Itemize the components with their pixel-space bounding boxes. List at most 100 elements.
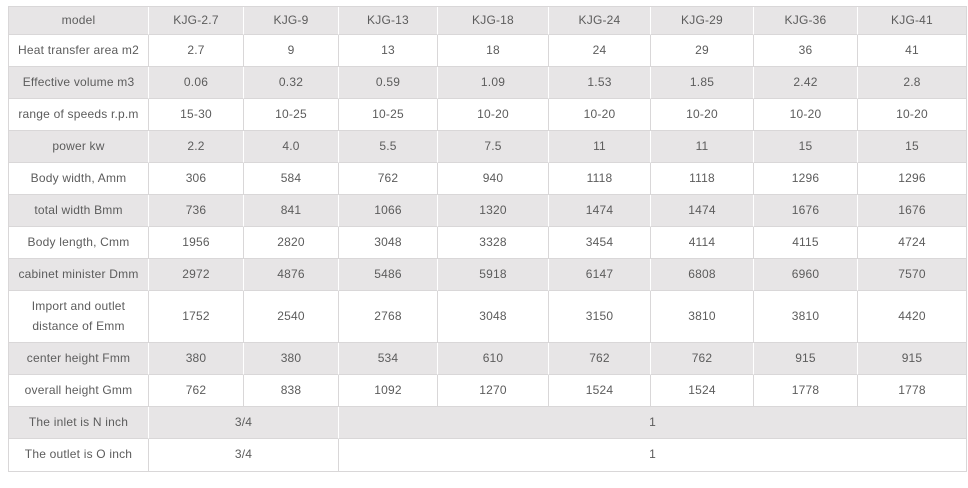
header-cell-model-5: KJG-29 bbox=[651, 7, 754, 35]
value-cell: 1778 bbox=[858, 375, 966, 407]
value-cell: 10-20 bbox=[858, 99, 966, 131]
row-label-cell: power kw bbox=[9, 131, 149, 163]
row-label-cell: Body width, Amm bbox=[9, 163, 149, 195]
value-cell: 610 bbox=[438, 343, 549, 375]
value-cell: 10-20 bbox=[651, 99, 754, 131]
value-cell: 1.09 bbox=[438, 67, 549, 99]
value-cell: 6960 bbox=[754, 259, 858, 291]
value-cell: 1296 bbox=[858, 163, 966, 195]
table-row: Body width, Amm 306 584 762 940 1118 1118 1296 1… bbox=[9, 163, 966, 195]
value-cell: 3150 bbox=[549, 291, 651, 343]
table-row: cabinet minister Dmm 2972 4876 5486 5918 6147… bbox=[9, 259, 966, 291]
value-cell: 2.42 bbox=[754, 67, 858, 99]
value-cell: 29 bbox=[651, 35, 754, 67]
row-label-cell: total width Bmm bbox=[9, 195, 149, 227]
row-label-cell: Effective volume m3 bbox=[9, 67, 149, 99]
value-cell: 1956 bbox=[149, 227, 244, 259]
value-cell: 1676 bbox=[858, 195, 966, 227]
value-cell: 15 bbox=[754, 131, 858, 163]
value-cell: 2972 bbox=[149, 259, 244, 291]
value-cell: 7.5 bbox=[438, 131, 549, 163]
value-cell: 6808 bbox=[651, 259, 754, 291]
value-cell: 1474 bbox=[549, 195, 651, 227]
value-cell: 10-25 bbox=[339, 99, 438, 131]
table-body: Heat transfer area m2 2.7 9 13 18 24 29 36 41 Eff… bbox=[9, 35, 966, 471]
table-row: center height Fmm 380 380 534 610 762 762 915 91… bbox=[9, 343, 966, 375]
value-cell: 11 bbox=[651, 131, 754, 163]
value-cell: 1474 bbox=[651, 195, 754, 227]
value-cell: 0.59 bbox=[339, 67, 438, 99]
value-cell: 3/4 bbox=[149, 439, 339, 471]
value-cell: 6147 bbox=[549, 259, 651, 291]
value-cell: 762 bbox=[339, 163, 438, 195]
value-cell: 4724 bbox=[858, 227, 966, 259]
value-cell: 13 bbox=[339, 35, 438, 67]
value-cell: 1524 bbox=[549, 375, 651, 407]
row-label-cell: overall height Gmm bbox=[9, 375, 149, 407]
value-cell: 4114 bbox=[651, 227, 754, 259]
value-cell: 2.8 bbox=[858, 67, 966, 99]
value-cell: 1118 bbox=[549, 163, 651, 195]
table-row: power kw 2.2 4.0 5.5 7.5 11 11 15 15 bbox=[9, 131, 966, 163]
value-cell: 1524 bbox=[651, 375, 754, 407]
row-label-cell: center height Fmm bbox=[9, 343, 149, 375]
value-cell: 2.2 bbox=[149, 131, 244, 163]
value-cell: 3810 bbox=[754, 291, 858, 343]
header-cell-model-6: KJG-36 bbox=[754, 7, 858, 35]
value-cell: 1270 bbox=[438, 375, 549, 407]
table-row: The inlet is N inch 3/4 1 bbox=[9, 407, 966, 439]
table-row: Effective volume m3 0.06 0.32 0.59 1.09 1.53 1… bbox=[9, 67, 966, 99]
value-cell: 4115 bbox=[754, 227, 858, 259]
value-cell: 10-25 bbox=[244, 99, 339, 131]
value-cell: 1320 bbox=[438, 195, 549, 227]
value-cell: 2768 bbox=[339, 291, 438, 343]
value-cell: 1778 bbox=[754, 375, 858, 407]
table-row: Heat transfer area m2 2.7 9 13 18 24 29 36 41 bbox=[9, 35, 966, 67]
table-row: The outlet is O inch 3/4 1 bbox=[9, 439, 966, 471]
row-label-cell: range of speeds r.p.m bbox=[9, 99, 149, 131]
value-cell: 2.7 bbox=[149, 35, 244, 67]
value-cell: 36 bbox=[754, 35, 858, 67]
value-cell: 1752 bbox=[149, 291, 244, 343]
value-cell: 1.53 bbox=[549, 67, 651, 99]
value-cell: 4420 bbox=[858, 291, 966, 343]
row-label-cell: Import and outlet distance of Emm bbox=[9, 291, 149, 343]
value-cell: 762 bbox=[149, 375, 244, 407]
value-cell: 1676 bbox=[754, 195, 858, 227]
value-cell: 1 bbox=[339, 439, 966, 471]
spec-table: model KJG-2.7 KJG-9 KJG-13 KJG-18 KJG-24 KJG-2… bbox=[8, 6, 967, 472]
value-cell: 41 bbox=[858, 35, 966, 67]
value-cell: 915 bbox=[858, 343, 966, 375]
value-cell: 1296 bbox=[754, 163, 858, 195]
header-cell-model-1: KJG-9 bbox=[244, 7, 339, 35]
value-cell: 15 bbox=[858, 131, 966, 163]
value-cell: 5918 bbox=[438, 259, 549, 291]
value-cell: 762 bbox=[549, 343, 651, 375]
value-cell: 736 bbox=[149, 195, 244, 227]
value-cell: 10-20 bbox=[754, 99, 858, 131]
value-cell: 1.85 bbox=[651, 67, 754, 99]
value-cell: 940 bbox=[438, 163, 549, 195]
value-cell: 9 bbox=[244, 35, 339, 67]
table-row: Body length, Cmm 1956 2820 3048 3328 3454 4114… bbox=[9, 227, 966, 259]
row-label-cell: Body length, Cmm bbox=[9, 227, 149, 259]
value-cell: 3/4 bbox=[149, 407, 339, 439]
value-cell: 10-20 bbox=[549, 99, 651, 131]
row-label-cell: cabinet minister Dmm bbox=[9, 259, 149, 291]
value-cell: 7570 bbox=[858, 259, 966, 291]
value-cell: 3048 bbox=[339, 227, 438, 259]
header-cell-model-0: KJG-2.7 bbox=[149, 7, 244, 35]
row-label-cell: The inlet is N inch bbox=[9, 407, 149, 439]
value-cell: 5486 bbox=[339, 259, 438, 291]
header-cell-model-2: KJG-13 bbox=[339, 7, 438, 35]
value-cell: 15-30 bbox=[149, 99, 244, 131]
value-cell: 11 bbox=[549, 131, 651, 163]
value-cell: 18 bbox=[438, 35, 549, 67]
header-row: model KJG-2.7 KJG-9 KJG-13 KJG-18 KJG-24 KJG-2… bbox=[9, 7, 966, 35]
header-cell-model-7: KJG-41 bbox=[858, 7, 966, 35]
value-cell: 10-20 bbox=[438, 99, 549, 131]
header-cell-model-3: KJG-18 bbox=[438, 7, 549, 35]
value-cell: 4876 bbox=[244, 259, 339, 291]
value-cell: 2540 bbox=[244, 291, 339, 343]
value-cell: 306 bbox=[149, 163, 244, 195]
